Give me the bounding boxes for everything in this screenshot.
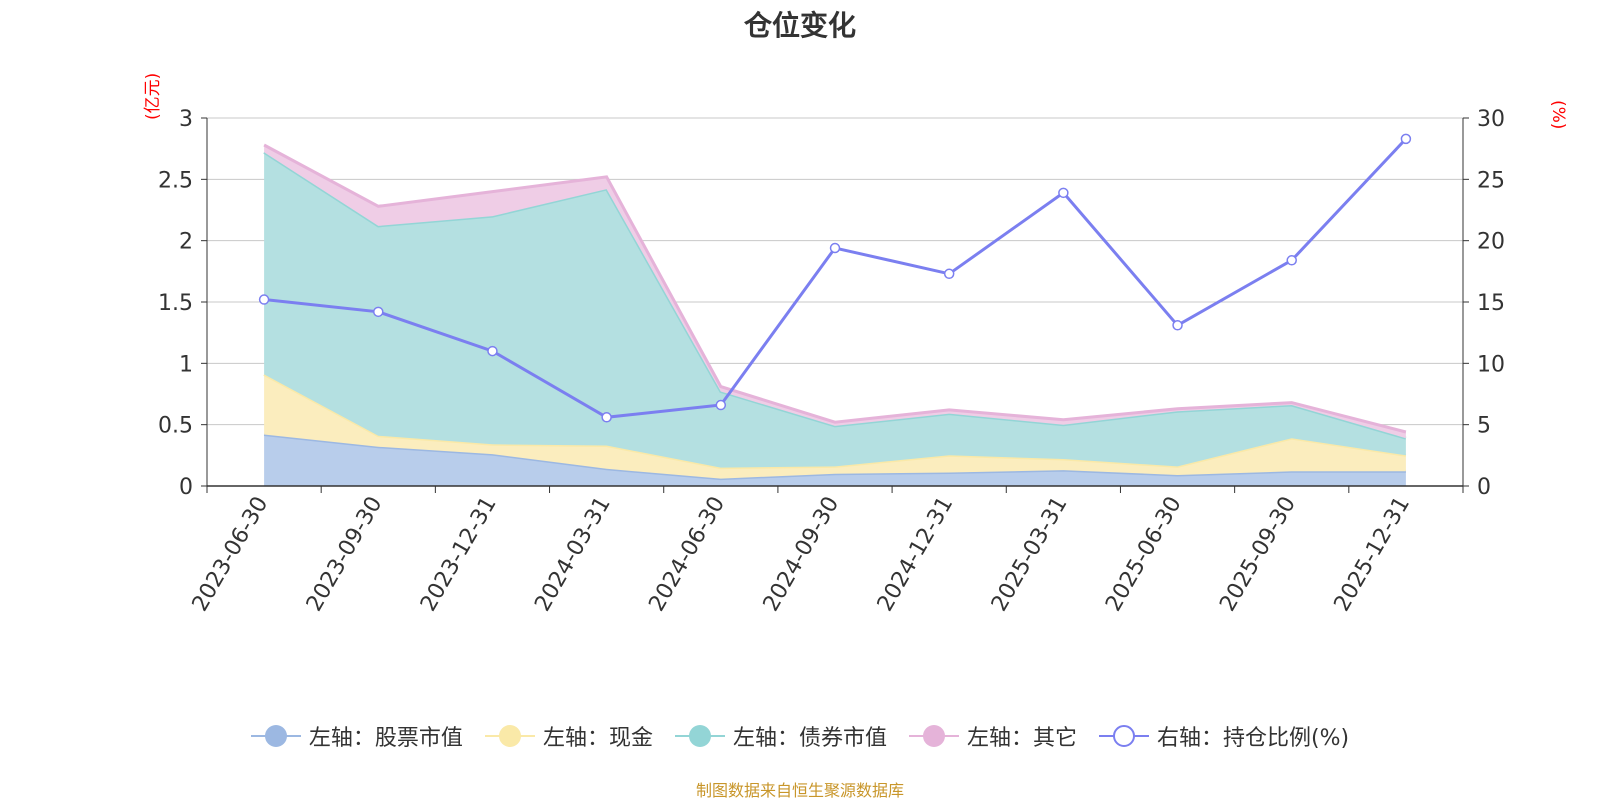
legend-label-cash: 左轴：现金 — [542, 726, 653, 751]
legend-swatch-stock — [250, 723, 301, 749]
x-tick-label-6: 2024-12-31 — [873, 493, 959, 616]
legend: 左轴：股票市值 左轴：现金 左轴：债券市值 左轴：其它 右轴：持仓比例(%) — [0, 720, 1600, 752]
x-tick-label-2: 2023-12-31 — [416, 493, 502, 616]
legend-swatch-cash — [484, 723, 535, 749]
right-tick-label-6: 30 — [1477, 107, 1505, 132]
legend-swatch-bond — [674, 723, 725, 749]
point-position-ratio-3 — [601, 412, 612, 423]
left-tick-label-3: 1.5 — [158, 291, 193, 316]
right-tick-label-1: 5 — [1477, 414, 1491, 439]
point-position-ratio-9 — [1286, 255, 1297, 266]
left-tick-label-5: 2.5 — [158, 168, 193, 193]
x-tick-label-10: 2025-12-31 — [1330, 493, 1416, 616]
point-position-ratio-2 — [487, 345, 498, 357]
left-tick-label-4: 2 — [179, 230, 193, 255]
area-series-2 — [264, 152, 1406, 468]
legend-label-bond: 左轴：债券市值 — [732, 726, 887, 751]
legend-swatch-position-ratio — [1098, 723, 1149, 749]
x-tick-label-1: 2023-09-30 — [302, 493, 388, 616]
legend-item-stock[interactable]: 左轴：股票市值 — [250, 720, 463, 752]
right-tick-label-5: 25 — [1477, 168, 1505, 193]
point-position-ratio-8 — [1172, 320, 1183, 331]
left-tick-label-0: 0 — [179, 475, 193, 500]
point-position-ratio-4 — [715, 399, 727, 411]
area-series-1 — [264, 374, 1406, 479]
right-tick-label-3: 15 — [1477, 291, 1505, 316]
left-tick-label-2: 1 — [179, 352, 193, 377]
x-tick-label-8: 2025-06-30 — [1101, 493, 1187, 616]
area-edge-series-3 — [263, 143, 1407, 434]
point-position-ratio-0 — [258, 294, 270, 305]
x-tick-label-9: 2025-09-30 — [1215, 493, 1301, 616]
point-position-ratio-7 — [1058, 187, 1069, 199]
legend-item-other[interactable]: 左轴：其它 — [908, 720, 1077, 752]
legend-label-stock: 左轴：股票市值 — [308, 726, 463, 751]
x-tick-label-7: 2025-03-31 — [987, 493, 1073, 616]
right-tick-label-0: 0 — [1477, 475, 1491, 500]
point-position-ratio-6 — [943, 268, 955, 280]
legend-item-bond[interactable]: 左轴：债券市值 — [674, 720, 887, 752]
data-source-note: 制图数据来自恒生聚源数据库 — [695, 781, 904, 800]
x-tick-label-0: 2023-06-30 — [188, 493, 274, 616]
point-position-ratio-1 — [373, 306, 384, 318]
legend-label-position-ratio: 右轴：持仓比例(%) — [1156, 726, 1350, 751]
left-tick-label-1: 0.5 — [158, 414, 193, 439]
legend-label-other: 左轴：其它 — [966, 726, 1077, 751]
legend-swatch-other — [908, 723, 959, 749]
point-position-ratio-10 — [1400, 133, 1412, 145]
x-tick-label-4: 2024-06-30 — [644, 493, 730, 616]
left-tick-label-6: 3 — [179, 107, 193, 132]
point-position-ratio-5 — [829, 242, 841, 254]
legend-item-position-ratio[interactable]: 右轴：持仓比例(%) — [1098, 720, 1350, 752]
x-tick-label-5: 2024-09-30 — [759, 493, 845, 616]
right-tick-label-2: 10 — [1477, 352, 1505, 377]
chart-title: 仓位变化 — [743, 9, 856, 42]
legend-item-cash[interactable]: 左轴：现金 — [484, 720, 653, 752]
x-tick-label-3: 2024-03-31 — [530, 493, 616, 616]
right-tick-label-4: 20 — [1477, 230, 1505, 255]
